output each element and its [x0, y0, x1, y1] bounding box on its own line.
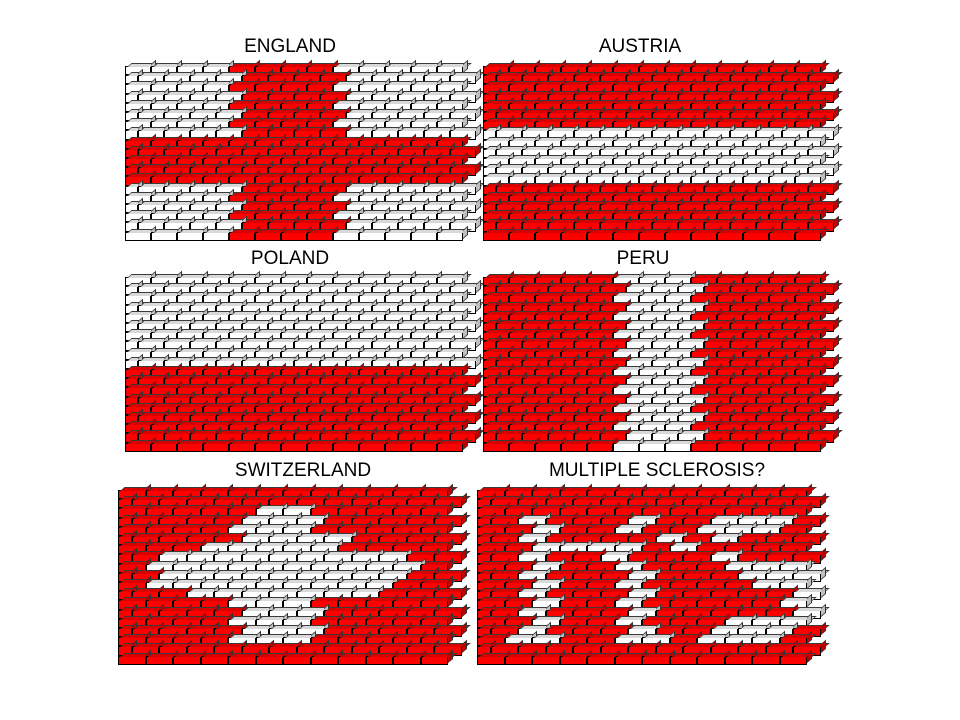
brick [697, 655, 725, 665]
brick [509, 442, 535, 452]
brick [203, 442, 229, 452]
brick [795, 442, 821, 452]
brick [420, 655, 448, 665]
brick [281, 231, 307, 241]
brick [203, 231, 229, 241]
brick [177, 231, 203, 241]
brick [752, 655, 780, 665]
brick [717, 231, 743, 241]
brick [228, 655, 256, 665]
brick [613, 442, 639, 452]
title-multiple-sclerosis: MULTIPLE SCLEROSIS? [548, 460, 766, 481]
brick [691, 231, 717, 241]
brick [665, 442, 691, 452]
brick [724, 655, 752, 665]
brick [333, 442, 359, 452]
brick [769, 442, 795, 452]
brick [504, 655, 532, 665]
brick [385, 442, 411, 452]
brick [307, 231, 333, 241]
brick [795, 231, 821, 241]
brick [255, 442, 281, 452]
brick [411, 442, 437, 452]
brick [365, 655, 393, 665]
brick [743, 231, 769, 241]
brick [437, 442, 463, 452]
brick [359, 442, 385, 452]
brick [483, 442, 509, 452]
brick [229, 231, 255, 241]
title-austria: AUSTRIA [598, 36, 682, 57]
brick [559, 655, 587, 665]
brick [561, 442, 587, 452]
brick [281, 442, 307, 452]
title-england: ENGLAND [244, 36, 336, 57]
brick [535, 231, 561, 241]
brick [393, 655, 421, 665]
title-switzerland: SWITZERLAND [234, 460, 372, 481]
brick [587, 655, 615, 665]
brick [173, 655, 201, 665]
brick [125, 231, 151, 241]
brick [411, 231, 437, 241]
brick [587, 442, 613, 452]
brick [639, 442, 665, 452]
brick [177, 442, 203, 452]
brick [359, 231, 385, 241]
brick [283, 655, 311, 665]
brick [561, 231, 587, 241]
title-peru: PERU [616, 248, 670, 269]
brick [614, 655, 642, 665]
brick [665, 231, 691, 241]
brick [669, 655, 697, 665]
brick [307, 442, 333, 452]
brick [255, 231, 281, 241]
brick [118, 655, 146, 665]
brick [769, 231, 795, 241]
brick [255, 655, 283, 665]
brick [587, 231, 613, 241]
brick [483, 231, 509, 241]
brick [743, 442, 769, 452]
brick [151, 442, 177, 452]
brick [437, 231, 463, 241]
brick [125, 442, 151, 452]
brick [779, 655, 807, 665]
brick [509, 231, 535, 241]
brick [151, 231, 177, 241]
brick [229, 442, 255, 452]
brick [639, 231, 665, 241]
brick [338, 655, 366, 665]
brick [691, 442, 717, 452]
brick [613, 231, 639, 241]
brick [717, 442, 743, 452]
brick [385, 231, 411, 241]
brick [200, 655, 228, 665]
brick [535, 442, 561, 452]
brick [310, 655, 338, 665]
brick [145, 655, 173, 665]
brick [477, 655, 505, 665]
brick [642, 655, 670, 665]
brick [532, 655, 560, 665]
brick [333, 231, 359, 241]
title-poland: POLAND [250, 248, 330, 269]
